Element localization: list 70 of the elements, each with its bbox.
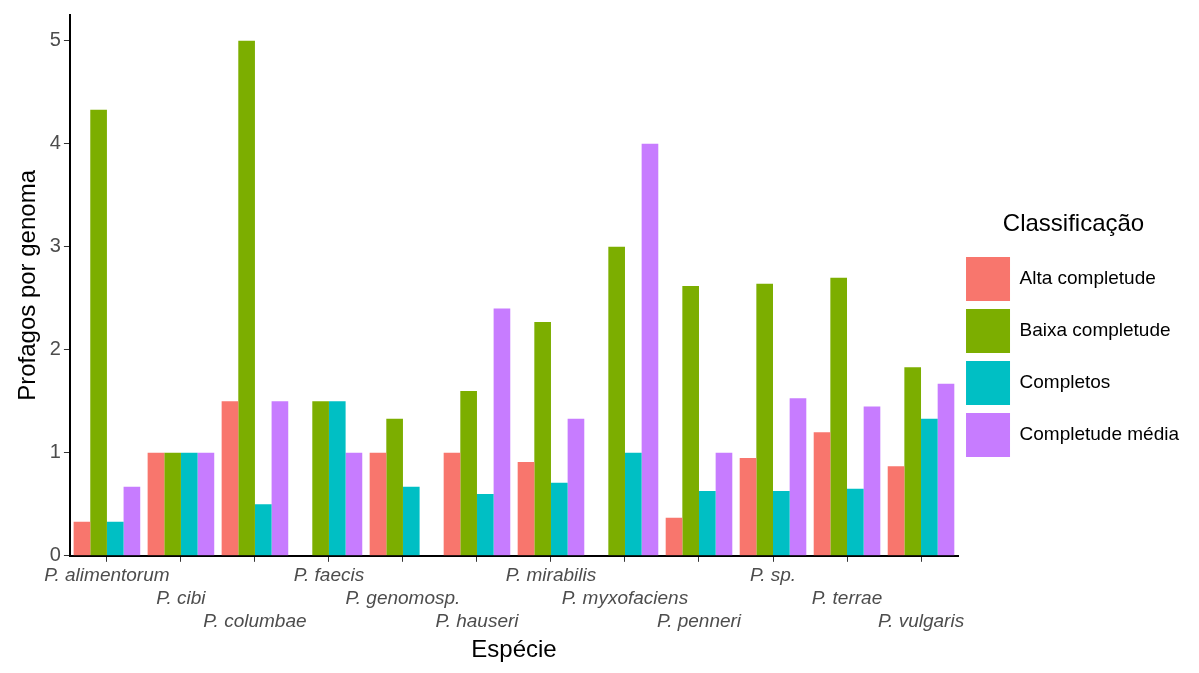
x-axis-title: Espécie [471, 635, 557, 663]
bar [715, 452, 733, 556]
bar [271, 401, 289, 556]
bar [221, 401, 239, 556]
x-tick-label: P. cibi [156, 587, 207, 609]
bar [476, 493, 494, 556]
bar [830, 277, 848, 556]
y-tick-label: 2 [49, 337, 61, 360]
bar [937, 383, 955, 556]
legend-label: Baixa completude [1019, 319, 1171, 341]
bar [123, 486, 141, 556]
y-tick-label: 0 [49, 543, 61, 566]
bar [534, 321, 551, 556]
legend-label: Completos [1019, 371, 1111, 393]
bar [493, 308, 511, 556]
bar [106, 521, 124, 556]
bar [238, 40, 255, 556]
bar [147, 452, 165, 556]
x-tick-label: P. terrae [811, 587, 883, 609]
x-tick-label: P. myxofaciens [561, 587, 689, 609]
legend-title: Classificação [1002, 208, 1145, 236]
legend-label: Alta completude [1019, 267, 1156, 289]
y-tick-label: 1 [49, 440, 61, 463]
y-tick-label: 5 [49, 28, 61, 51]
y-axis-title: Profagos por genoma [13, 169, 41, 401]
bar [312, 401, 329, 556]
bar [254, 504, 272, 556]
bar [402, 486, 420, 556]
bar [887, 466, 905, 556]
bar [345, 452, 363, 556]
x-tick-label: P. genomosp. [345, 587, 461, 609]
x-tick-label: P. alimentorum [44, 564, 170, 586]
bar [813, 432, 831, 556]
bar [904, 367, 922, 556]
bar [641, 143, 659, 556]
bar [739, 457, 757, 556]
bar [682, 285, 699, 556]
bar [567, 418, 585, 556]
bar [608, 246, 625, 556]
x-tick-label: P. hauseri [435, 610, 520, 632]
bar [164, 452, 181, 556]
bar [73, 521, 91, 556]
bar [756, 283, 773, 556]
bar [789, 398, 807, 556]
bar [550, 482, 568, 556]
x-tick-label: P. vulgaris [877, 610, 965, 632]
x-tick-label: P. sp. [749, 564, 797, 586]
bar [443, 452, 461, 556]
bar [863, 406, 881, 556]
x-tick-label: P. faecis [293, 564, 365, 586]
bar [180, 452, 198, 556]
legend-label: Completude média [1019, 423, 1180, 445]
bar [517, 462, 535, 556]
bar [386, 418, 403, 556]
bar [921, 418, 938, 556]
bar [369, 452, 387, 556]
bar [197, 452, 215, 556]
bar [773, 490, 790, 556]
y-tick-label: 3 [49, 234, 61, 257]
bar [665, 517, 683, 556]
bar [90, 109, 107, 556]
bar [698, 490, 716, 556]
bar [847, 488, 864, 556]
bar [328, 401, 346, 556]
bar [460, 390, 477, 556]
x-tick-label: P. columbae [203, 610, 307, 632]
x-tick-label: P. penneri [656, 610, 742, 632]
bar [624, 452, 642, 556]
y-tick-label: 4 [49, 131, 61, 154]
x-tick-label: P. mirabilis [505, 564, 597, 586]
